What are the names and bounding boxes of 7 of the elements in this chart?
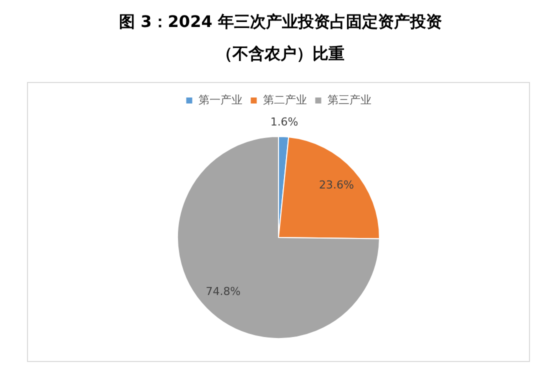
legend-label: 第二产业 <box>262 93 307 106</box>
legend-label: 第一产业 <box>198 93 242 106</box>
data-label: 23.6% <box>319 178 354 192</box>
legend-label: 第三产业 <box>327 93 372 106</box>
data-label: 1.6% <box>270 115 298 128</box>
data-label: 74.8% <box>206 285 241 298</box>
chart-title: 图 3：2024 年三次产业投资占固定资产投资（不含农户）比重 <box>118 11 443 65</box>
